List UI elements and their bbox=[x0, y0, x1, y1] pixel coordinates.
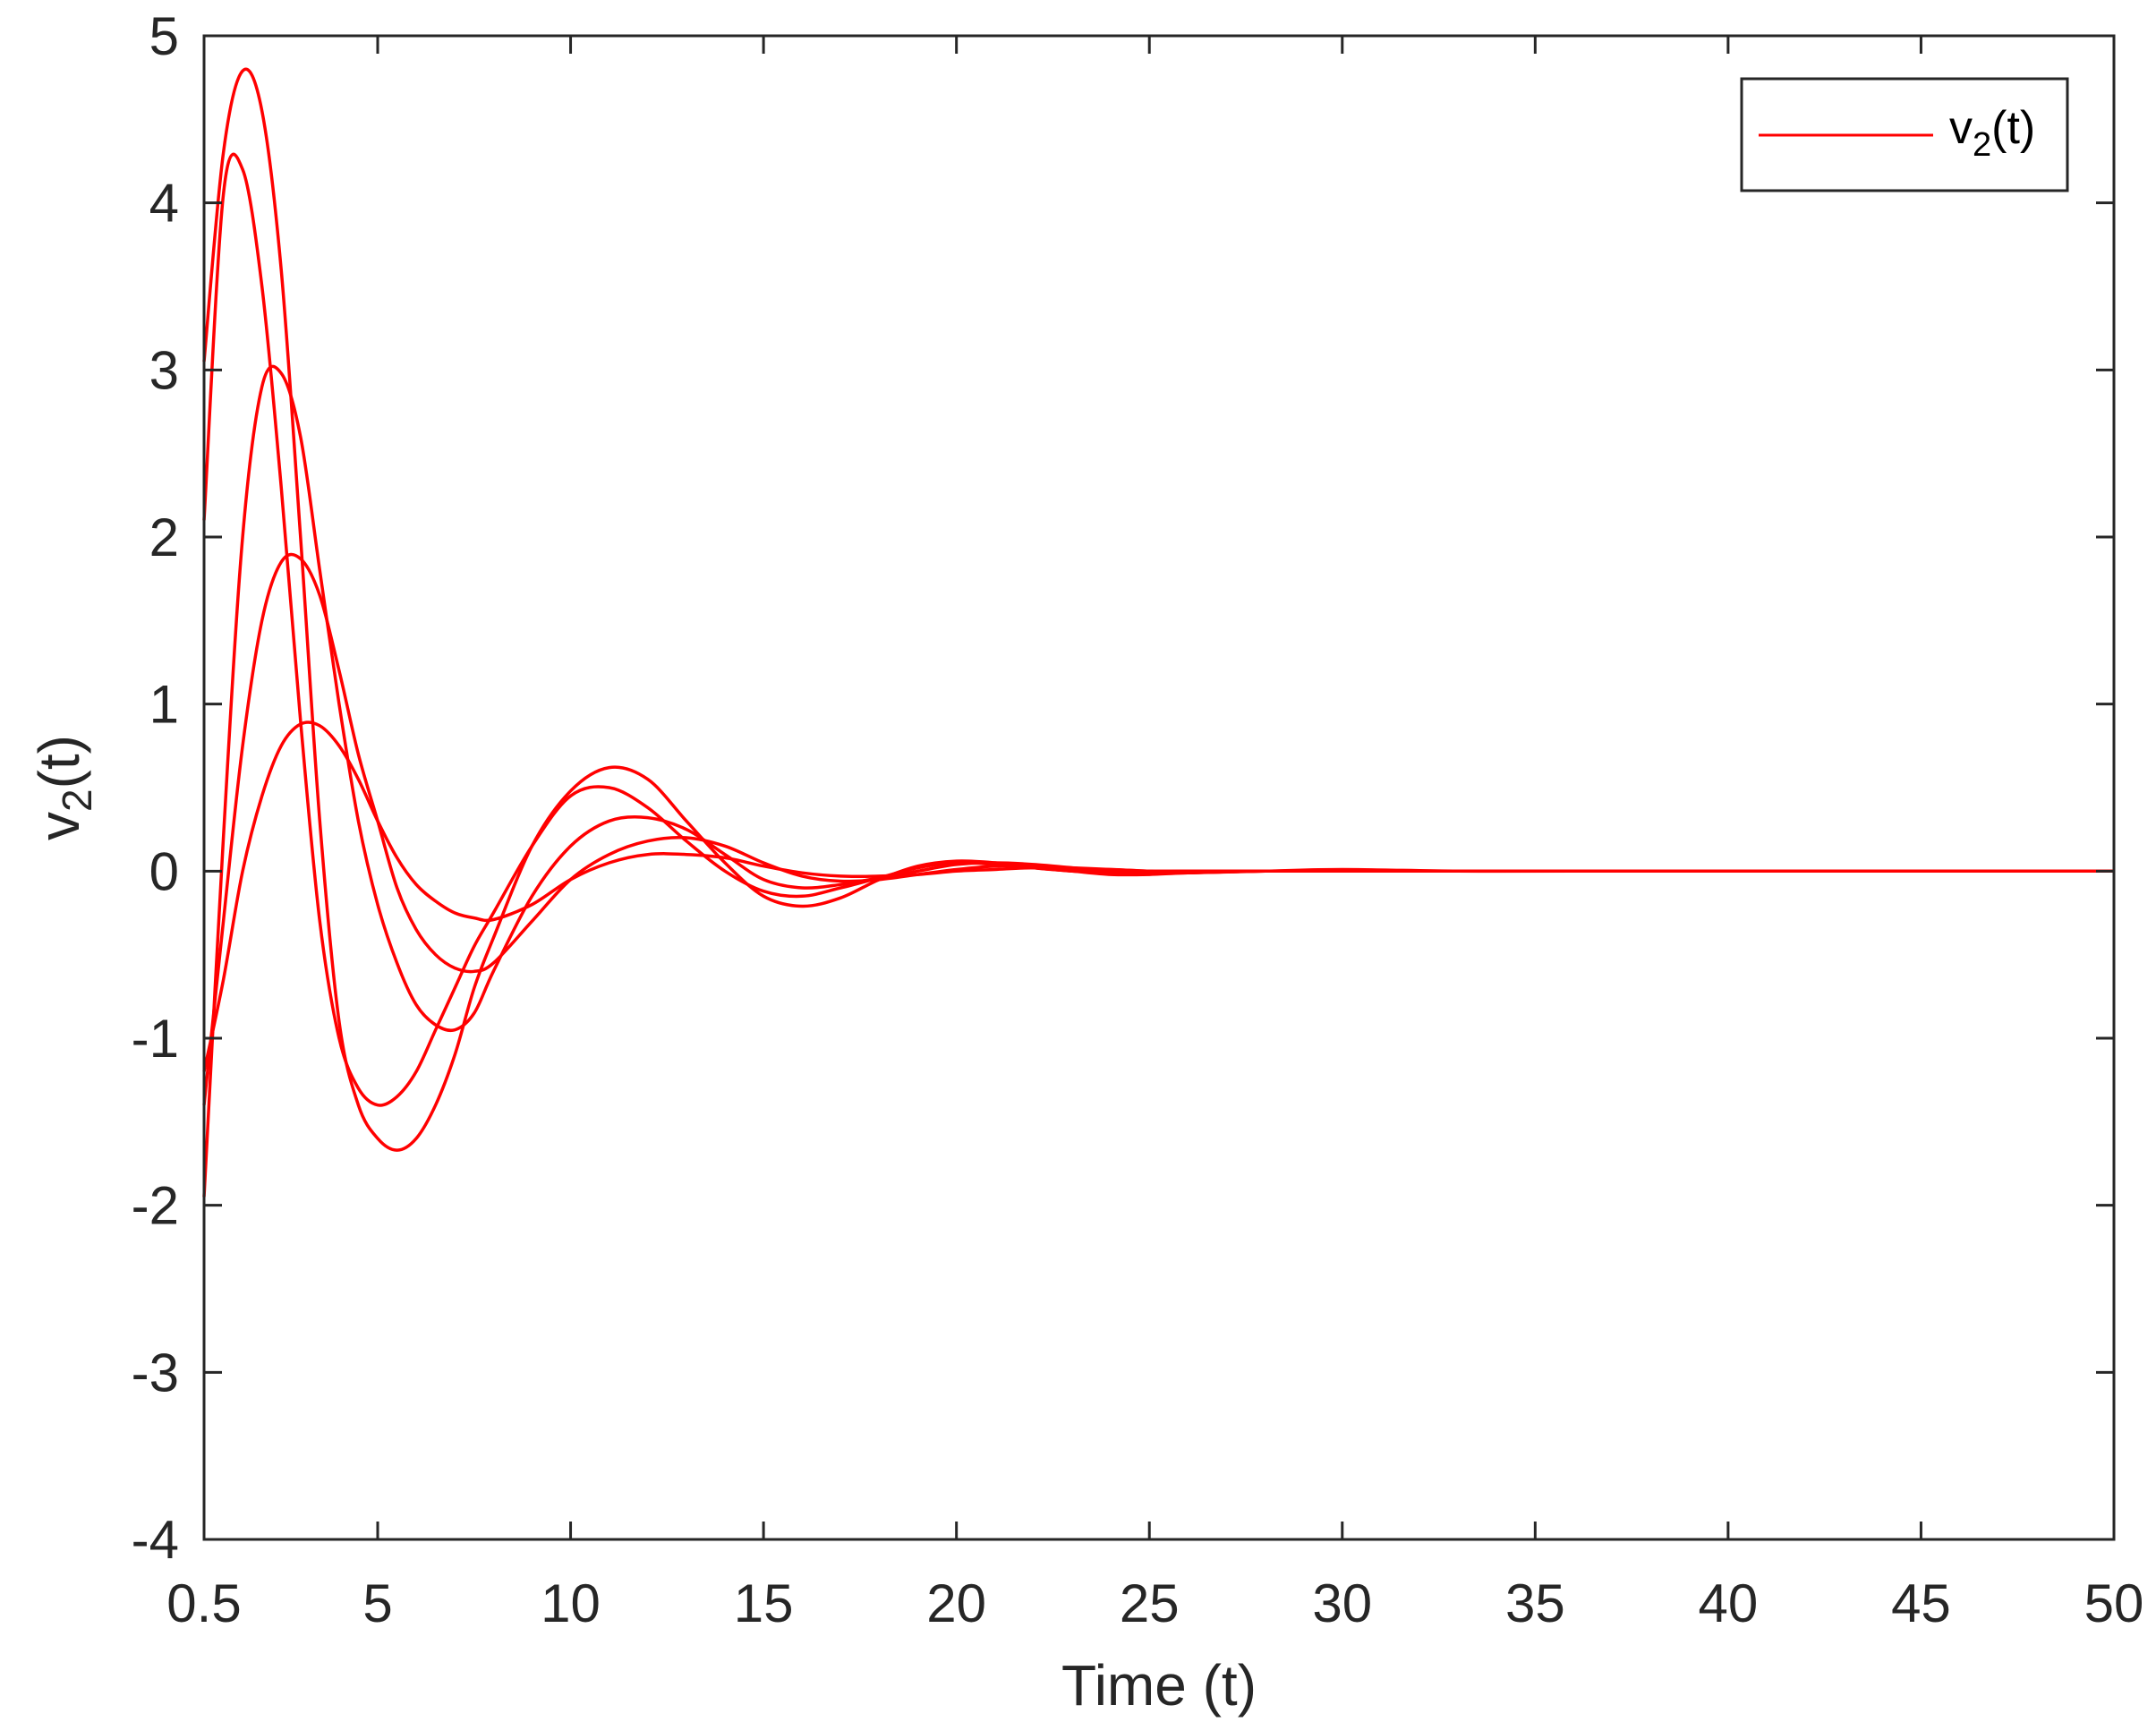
series-line-5 bbox=[202, 720, 2114, 1072]
y-tick-label: 5 bbox=[149, 6, 179, 66]
legend-label-base: v bbox=[1949, 102, 1973, 154]
legend-label-sub: 2 bbox=[1973, 126, 1991, 164]
y-tick-label: 3 bbox=[149, 340, 179, 400]
x-tick-label: 50 bbox=[2084, 1573, 2144, 1633]
y-tick-label: -3 bbox=[132, 1343, 179, 1402]
x-tick-label: 25 bbox=[1120, 1573, 1180, 1633]
y-axis-label: v2(t) bbox=[27, 735, 100, 840]
y-axis-label-rest: (t) bbox=[27, 735, 91, 789]
x-tick-label: 35 bbox=[1505, 1573, 1565, 1633]
x-tick-label: 45 bbox=[1891, 1573, 1951, 1633]
x-tick-label: 30 bbox=[1312, 1573, 1372, 1633]
y-tick-label: -4 bbox=[132, 1510, 179, 1570]
x-tick-label: 20 bbox=[926, 1573, 986, 1633]
ticks-layer bbox=[202, 34, 2116, 1541]
y-tick-label: -2 bbox=[132, 1176, 179, 1236]
y-tick-label: 0 bbox=[149, 841, 179, 901]
y-tick-label: -1 bbox=[132, 1009, 179, 1069]
x-tick-label: 10 bbox=[541, 1573, 601, 1633]
y-axis-label-sub: 2 bbox=[54, 789, 100, 812]
plot-area-frame bbox=[202, 34, 2116, 1541]
x-tick-label: 15 bbox=[734, 1573, 794, 1633]
x-tick-labels: 0.5 5 10 15 20 25 30 35 40 45 50 bbox=[166, 1573, 2143, 1633]
legend: v2(t) bbox=[1740, 77, 2069, 192]
legend-label-rest: (t) bbox=[1991, 102, 2035, 154]
y-tick-label: 2 bbox=[149, 507, 179, 567]
y-tick-label: 1 bbox=[149, 675, 179, 735]
x-tick-label: 5 bbox=[362, 1573, 392, 1633]
y-tick-label: 4 bbox=[149, 174, 179, 234]
x-axis-label: Time (t) bbox=[1061, 1653, 1257, 1718]
x-tick-label: 0.5 bbox=[166, 1573, 241, 1633]
y-axis-label-base: v bbox=[27, 812, 91, 840]
x-tick-label: 40 bbox=[1699, 1573, 1759, 1633]
svg-text:v2(t): v2(t) bbox=[27, 735, 100, 840]
y-tick-labels: -4 -3 -2 -1 0 1 2 3 4 5 bbox=[132, 6, 179, 1570]
svg-text:v2(t): v2(t) bbox=[1949, 102, 2035, 164]
series-layer bbox=[202, 67, 2114, 1198]
